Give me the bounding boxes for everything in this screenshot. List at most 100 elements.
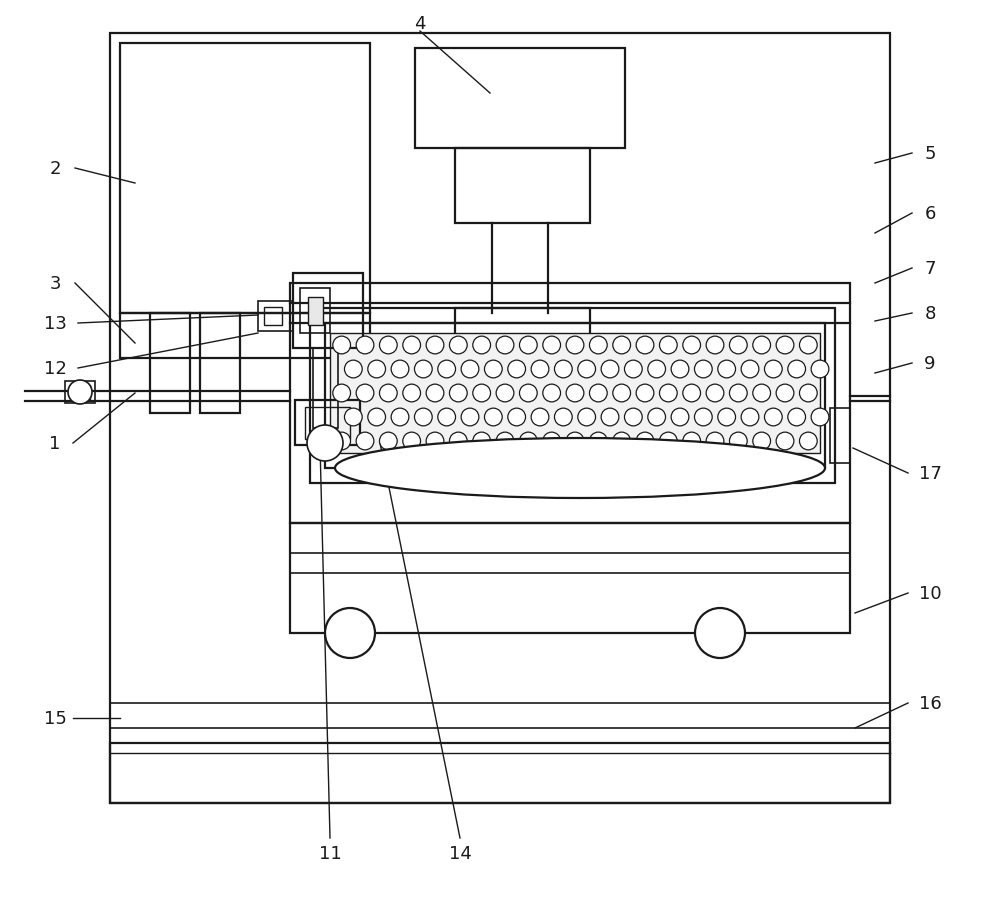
Circle shape — [403, 337, 421, 355]
Circle shape — [753, 385, 771, 403]
Bar — [300, 289, 330, 333]
Circle shape — [496, 433, 514, 451]
Text: 7: 7 — [924, 260, 936, 278]
Circle shape — [578, 360, 596, 378]
Circle shape — [484, 409, 502, 426]
Circle shape — [449, 385, 467, 403]
Text: 8: 8 — [924, 304, 936, 322]
Circle shape — [426, 385, 444, 403]
Circle shape — [379, 385, 397, 403]
Circle shape — [601, 360, 619, 378]
Circle shape — [519, 385, 537, 403]
Text: 1: 1 — [49, 434, 61, 452]
Bar — [455, 309, 590, 344]
Circle shape — [718, 409, 736, 426]
Circle shape — [659, 337, 677, 355]
Circle shape — [659, 385, 677, 403]
Circle shape — [519, 337, 537, 355]
Circle shape — [613, 433, 631, 451]
Circle shape — [508, 360, 526, 378]
Bar — [258, 302, 293, 331]
Circle shape — [624, 360, 642, 378]
Bar — [305, 407, 350, 440]
Circle shape — [695, 609, 745, 658]
Circle shape — [683, 433, 701, 451]
Circle shape — [426, 433, 444, 451]
Circle shape — [543, 337, 561, 355]
Circle shape — [368, 409, 386, 426]
Circle shape — [613, 385, 631, 403]
Text: 15: 15 — [44, 709, 66, 727]
Circle shape — [636, 433, 654, 451]
Circle shape — [764, 409, 782, 426]
Circle shape — [333, 385, 351, 403]
Circle shape — [461, 360, 479, 378]
Circle shape — [636, 337, 654, 355]
Circle shape — [403, 385, 421, 403]
Circle shape — [356, 337, 374, 355]
Circle shape — [531, 360, 549, 378]
Circle shape — [683, 385, 701, 403]
Bar — [110, 34, 890, 803]
Text: 12: 12 — [44, 359, 66, 377]
Bar — [120, 313, 370, 358]
Text: 13: 13 — [44, 314, 66, 332]
Circle shape — [449, 433, 467, 451]
Circle shape — [589, 433, 607, 451]
Bar — [110, 743, 890, 803]
Circle shape — [589, 337, 607, 355]
Circle shape — [473, 385, 491, 403]
Circle shape — [554, 409, 572, 426]
Circle shape — [706, 385, 724, 403]
Circle shape — [368, 360, 386, 378]
Circle shape — [799, 385, 817, 403]
Circle shape — [519, 433, 537, 451]
Circle shape — [718, 360, 736, 378]
Circle shape — [356, 385, 374, 403]
Circle shape — [636, 385, 654, 403]
Circle shape — [694, 409, 712, 426]
Circle shape — [741, 409, 759, 426]
Circle shape — [566, 433, 584, 451]
Circle shape — [391, 409, 409, 426]
Bar — [455, 149, 590, 224]
Circle shape — [753, 337, 771, 355]
Circle shape — [449, 337, 467, 355]
Circle shape — [391, 360, 409, 378]
Circle shape — [741, 360, 759, 378]
Circle shape — [566, 385, 584, 403]
Bar — [65, 382, 95, 404]
Circle shape — [438, 360, 456, 378]
Circle shape — [473, 433, 491, 451]
Text: 11: 11 — [319, 844, 341, 862]
Bar — [200, 313, 240, 414]
Circle shape — [508, 409, 526, 426]
Circle shape — [414, 409, 432, 426]
Circle shape — [344, 409, 362, 426]
Circle shape — [325, 609, 375, 658]
Circle shape — [379, 433, 397, 451]
Circle shape — [543, 385, 561, 403]
Circle shape — [659, 433, 677, 451]
Circle shape — [729, 385, 747, 403]
Bar — [308, 298, 323, 326]
Circle shape — [648, 409, 666, 426]
Circle shape — [694, 360, 712, 378]
Text: 16: 16 — [919, 694, 941, 712]
Circle shape — [438, 409, 456, 426]
Bar — [290, 524, 850, 633]
Bar — [150, 313, 190, 414]
Text: 17: 17 — [919, 464, 941, 482]
Text: 3: 3 — [49, 275, 61, 293]
Circle shape — [683, 337, 701, 355]
Bar — [70, 386, 90, 399]
Circle shape — [496, 385, 514, 403]
Bar — [330, 333, 820, 453]
Circle shape — [776, 337, 794, 355]
Circle shape — [648, 360, 666, 378]
Circle shape — [461, 409, 479, 426]
Text: 9: 9 — [924, 355, 936, 373]
Circle shape — [473, 337, 491, 355]
Bar — [313, 349, 338, 429]
Circle shape — [706, 433, 724, 451]
